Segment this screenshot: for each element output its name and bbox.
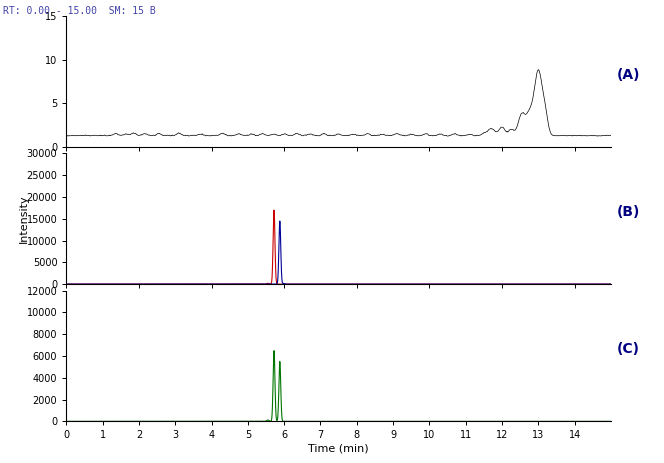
- Text: RT: 0.00 - 15.00  SM: 15 B: RT: 0.00 - 15.00 SM: 15 B: [3, 6, 156, 16]
- Y-axis label: Intensity: Intensity: [19, 194, 29, 243]
- X-axis label: Time (min): Time (min): [308, 443, 369, 453]
- Text: (C): (C): [616, 343, 639, 357]
- Text: (A): (A): [616, 68, 640, 82]
- Text: (B): (B): [616, 205, 639, 219]
